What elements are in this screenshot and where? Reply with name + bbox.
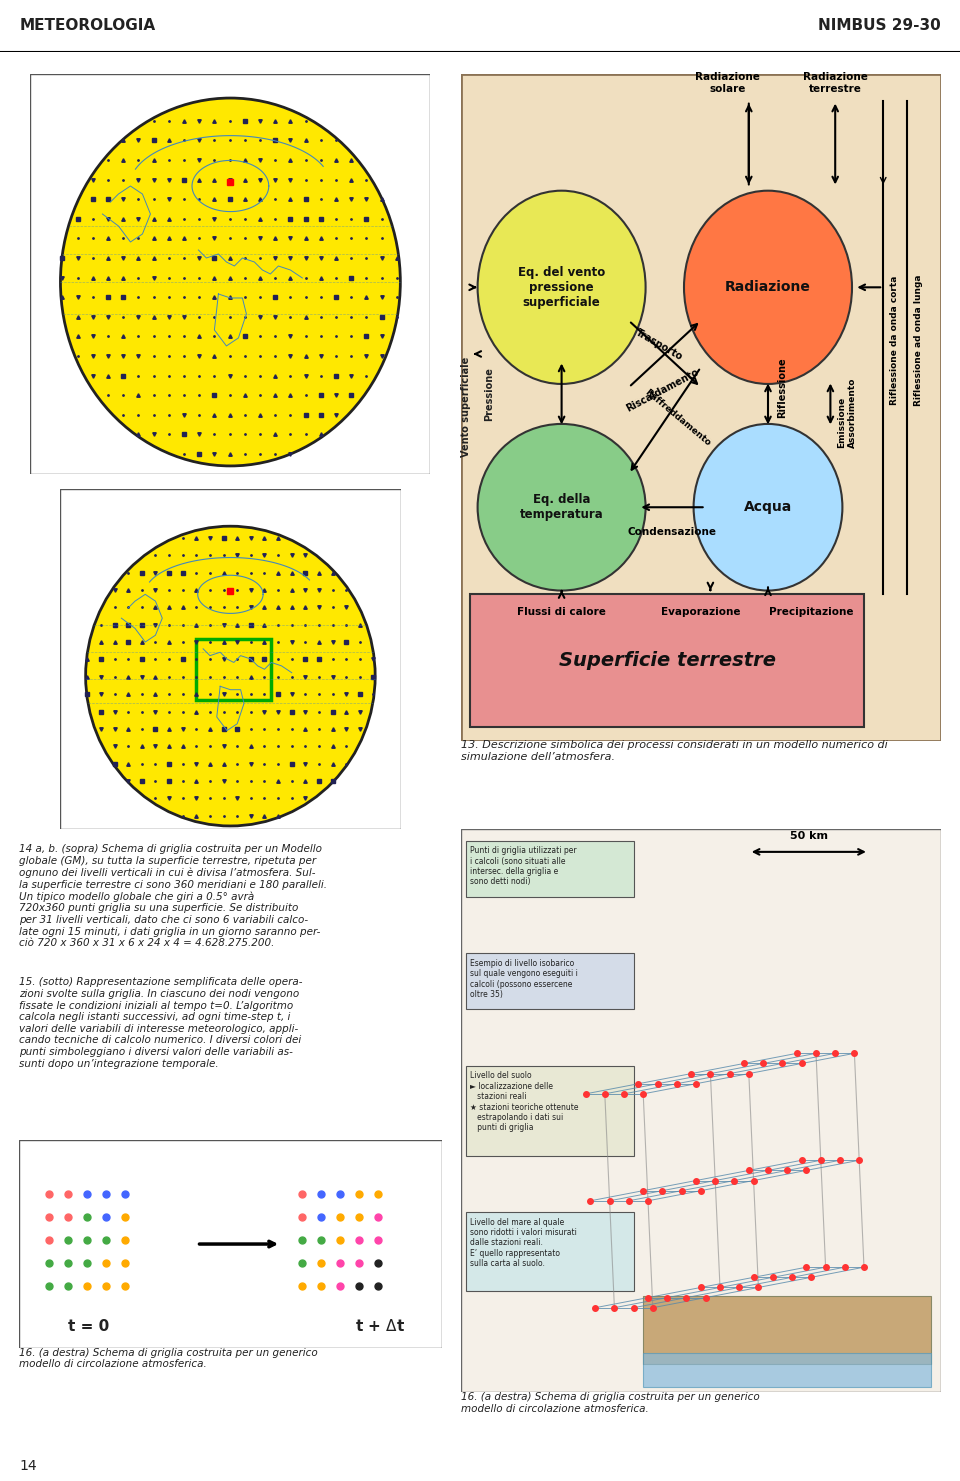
Text: 14 a, b. (sopra) Schema di griglia costruita per un Modello
globale (GM), su tut: 14 a, b. (sopra) Schema di griglia costr…: [19, 844, 327, 948]
Text: Punti di griglia utilizzati per
i calcoli (sono situati alle
intersec. della gri: Punti di griglia utilizzati per i calcol…: [470, 846, 577, 887]
Text: Trasporto: Trasporto: [634, 327, 684, 363]
Bar: [197, 638, 272, 701]
Ellipse shape: [60, 98, 400, 467]
Text: Superficie terrestre: Superficie terrestre: [559, 652, 776, 669]
FancyBboxPatch shape: [643, 1352, 931, 1386]
Text: Vento superficiale: Vento superficiale: [461, 357, 470, 458]
Text: t = 0: t = 0: [68, 1320, 109, 1334]
Text: 16. (a destra) Schema di griglia costruita per un generico
modello di circolazio: 16. (a destra) Schema di griglia costrui…: [461, 1392, 759, 1414]
Text: Precipitazione: Precipitazione: [769, 607, 853, 618]
Text: Eq. della
temperatura: Eq. della temperatura: [519, 493, 604, 521]
Text: Evaporazione: Evaporazione: [661, 607, 740, 618]
Text: Riscaldamento: Riscaldamento: [624, 367, 700, 415]
Text: Condensazione: Condensazione: [628, 527, 716, 538]
FancyBboxPatch shape: [470, 594, 864, 727]
FancyBboxPatch shape: [466, 954, 634, 1010]
Text: Eq. del vento
pressione
superficiale: Eq. del vento pressione superficiale: [518, 265, 605, 310]
Ellipse shape: [85, 526, 375, 826]
FancyBboxPatch shape: [60, 489, 400, 829]
Text: Livello del suolo
► localizzazione delle
   stazioni reali
★ stazioni teoriche o: Livello del suolo ► localizzazione delle…: [470, 1071, 579, 1133]
Ellipse shape: [477, 424, 645, 591]
FancyBboxPatch shape: [461, 829, 941, 1392]
Text: 15. (sotto) Rappresentazione semplificata delle opera-
zioni svolte sulla grigli: 15. (sotto) Rappresentazione semplificat…: [19, 977, 302, 1069]
Ellipse shape: [684, 191, 852, 384]
FancyBboxPatch shape: [643, 1296, 931, 1364]
Text: 50 km: 50 km: [790, 831, 828, 841]
FancyBboxPatch shape: [31, 74, 430, 474]
Text: Riflessione da onda corta: Riflessione da onda corta: [891, 275, 900, 406]
Text: Raffreddamento: Raffreddamento: [643, 387, 712, 447]
Text: Radiazione: Radiazione: [725, 280, 811, 295]
Ellipse shape: [693, 424, 843, 591]
Text: Esempio di livello isobarico
sul quale vengono eseguiti i
calcoli (possono esser: Esempio di livello isobarico sul quale v…: [470, 958, 578, 1000]
Text: Emissione
Assorbimento: Emissione Assorbimento: [837, 378, 857, 447]
Text: Radiazione
solare: Radiazione solare: [695, 73, 759, 93]
Text: Riflessione ad onda lunga: Riflessione ad onda lunga: [914, 275, 924, 406]
Text: t + $\Delta$t: t + $\Delta$t: [355, 1318, 405, 1334]
FancyBboxPatch shape: [466, 841, 634, 897]
Text: Riflessione: Riflessione: [778, 357, 787, 418]
FancyBboxPatch shape: [466, 1066, 634, 1155]
Text: Pressione: Pressione: [485, 367, 494, 421]
Text: METEOROLOGIA: METEOROLOGIA: [19, 18, 156, 34]
Text: Radiazione
terrestre: Radiazione terrestre: [803, 73, 868, 93]
Text: 14: 14: [19, 1459, 36, 1474]
FancyBboxPatch shape: [466, 1211, 634, 1291]
Ellipse shape: [477, 191, 645, 384]
Text: Livello del mare al quale
sono ridotti i valori misurati
dalle stazioni reali.
E: Livello del mare al quale sono ridotti i…: [470, 1217, 577, 1268]
Text: NIMBUS 29-30: NIMBUS 29-30: [818, 18, 941, 34]
Text: 13. Descrizione simbolica dei processi considerati in un modello numerico di
sim: 13. Descrizione simbolica dei processi c…: [461, 740, 888, 763]
FancyBboxPatch shape: [461, 74, 941, 740]
Text: 16. (a destra) Schema di griglia costruita per un generico
modello di circolazio: 16. (a destra) Schema di griglia costrui…: [19, 1348, 318, 1370]
Text: Acqua: Acqua: [744, 501, 792, 514]
FancyBboxPatch shape: [19, 1140, 442, 1348]
Text: Flussi di calore: Flussi di calore: [517, 607, 606, 618]
